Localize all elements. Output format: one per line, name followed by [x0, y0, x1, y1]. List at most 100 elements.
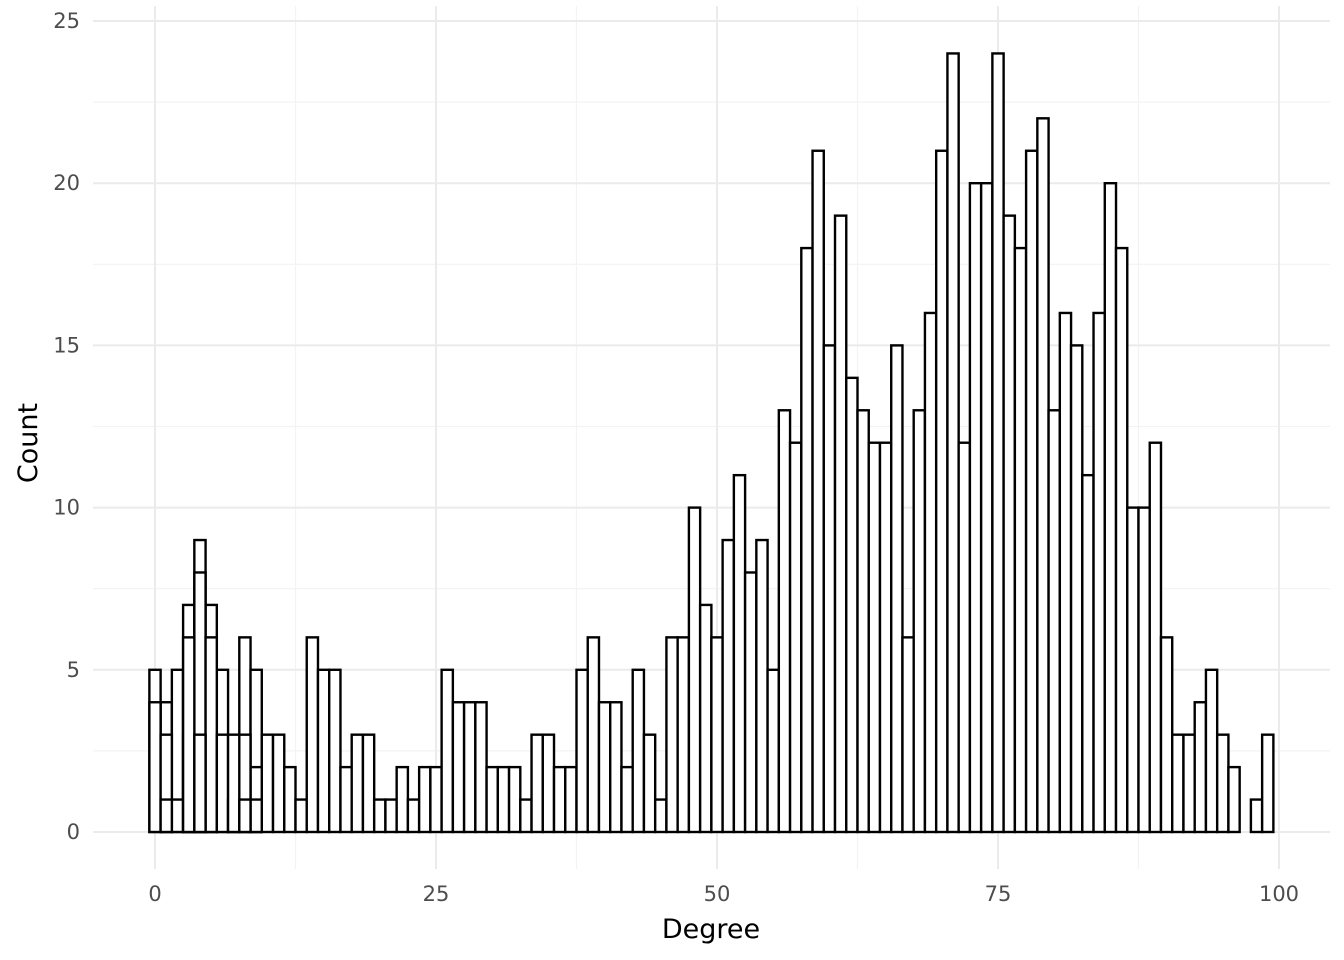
histogram-bar	[181, 636, 196, 834]
histogram-bar	[957, 441, 972, 834]
histogram-bar	[777, 409, 792, 834]
histogram-bar	[215, 733, 230, 834]
histogram-bar	[260, 733, 275, 834]
histogram-bar	[361, 733, 376, 834]
histogram-bar	[890, 344, 904, 834]
histogram-bar	[721, 538, 736, 834]
histogram-bar	[620, 765, 634, 834]
histogram-bar	[1215, 733, 1230, 834]
histogram-bar	[372, 798, 387, 834]
histogram-bar	[541, 733, 556, 834]
histogram-bar	[979, 181, 994, 834]
histogram-bar	[822, 344, 837, 834]
histogram-bar	[496, 765, 511, 834]
x-tick-label: 0	[148, 882, 161, 906]
histogram-bar	[991, 52, 1005, 834]
histogram-bar	[1081, 473, 1095, 834]
histogram-bar	[328, 668, 342, 834]
histogram-bar	[968, 181, 983, 834]
histogram-bar	[946, 52, 960, 834]
histogram-bar	[1249, 798, 1264, 834]
x-tick-label: 50	[704, 882, 731, 906]
histogram-bar	[856, 409, 870, 834]
y-axis-tick-labels: 0 5 10 15 20 25	[53, 9, 80, 844]
histogram-bar	[665, 636, 679, 834]
histogram-bar	[1227, 765, 1241, 834]
histogram-bar	[316, 668, 331, 834]
histogram-bar	[1036, 117, 1050, 834]
histogram-bar	[204, 636, 219, 834]
histogram-bar	[1159, 636, 1174, 834]
histogram-bar	[462, 701, 477, 834]
histogram-bar	[755, 538, 769, 834]
histogram-bar	[485, 765, 500, 834]
histogram-bar	[305, 636, 320, 834]
histogram-bar	[1114, 246, 1129, 834]
histogram-bar	[653, 798, 668, 834]
histogram-bar	[283, 765, 297, 834]
histogram-bar	[519, 798, 533, 834]
histogram-bar	[148, 701, 162, 834]
histogram-bar	[193, 733, 207, 834]
histogram-bar	[1171, 733, 1185, 834]
histogram-bar	[1103, 181, 1118, 834]
x-tick-label: 75	[985, 882, 1012, 906]
x-axis-title: Degree	[662, 914, 760, 945]
histogram-bar	[597, 701, 612, 834]
histogram-bar	[1137, 506, 1151, 834]
histogram-bar	[934, 149, 949, 834]
histogram-bar	[429, 765, 443, 834]
histogram-bar	[743, 571, 758, 834]
histogram-bar	[867, 441, 882, 834]
histogram-bar	[912, 409, 927, 834]
histogram-bar	[1126, 506, 1140, 834]
histogram-bar	[575, 668, 589, 834]
y-tick-label: 25	[53, 9, 80, 33]
histogram-bar	[1047, 409, 1062, 834]
x-axis-tick-labels: 0 25 50 75 100	[148, 882, 1299, 906]
histogram-bar	[395, 765, 410, 834]
histogram-bar	[1058, 311, 1073, 834]
y-tick-label: 0	[67, 820, 80, 844]
histogram-bar	[530, 733, 544, 834]
histogram-bar	[1092, 311, 1106, 834]
histogram-bar	[294, 798, 308, 834]
histogram-bar	[901, 636, 915, 834]
histogram-bar	[766, 668, 781, 834]
histogram-bar	[170, 798, 185, 834]
histogram-bar	[552, 765, 567, 834]
histogram-bar	[159, 798, 174, 834]
histogram-bar	[1193, 701, 1208, 834]
histogram-bars	[148, 52, 1275, 834]
y-tick-label: 20	[53, 171, 80, 195]
y-tick-label: 15	[53, 333, 80, 357]
histogram-bar	[710, 636, 724, 834]
histogram-bar	[226, 733, 241, 834]
histogram-bar	[564, 765, 578, 834]
histogram-bar	[811, 149, 825, 834]
histogram-bar	[676, 636, 691, 834]
y-tick-label: 5	[67, 658, 80, 682]
x-tick-label: 100	[1259, 882, 1299, 906]
histogram-bar	[417, 765, 432, 834]
histogram-bar	[1148, 441, 1163, 834]
histogram-bar	[249, 798, 263, 834]
histogram-bar	[923, 311, 938, 834]
histogram-bar	[350, 733, 365, 834]
histogram-bar	[698, 603, 713, 834]
histogram-bar	[642, 733, 657, 834]
histogram-bar	[339, 765, 353, 834]
histogram-bar	[440, 668, 455, 834]
histogram-bar	[878, 441, 893, 834]
histogram-bar	[474, 701, 488, 834]
histogram-bar	[384, 798, 398, 834]
histogram-bar	[1182, 733, 1196, 834]
histogram-bar	[1024, 149, 1039, 834]
histogram-bar	[800, 246, 814, 834]
y-axis-title: Count	[13, 403, 44, 483]
histogram-bar	[406, 798, 421, 834]
x-tick-label: 25	[423, 882, 450, 906]
histogram-bar	[687, 506, 702, 834]
histogram-bar	[238, 798, 252, 834]
histogram-bar	[451, 701, 466, 834]
